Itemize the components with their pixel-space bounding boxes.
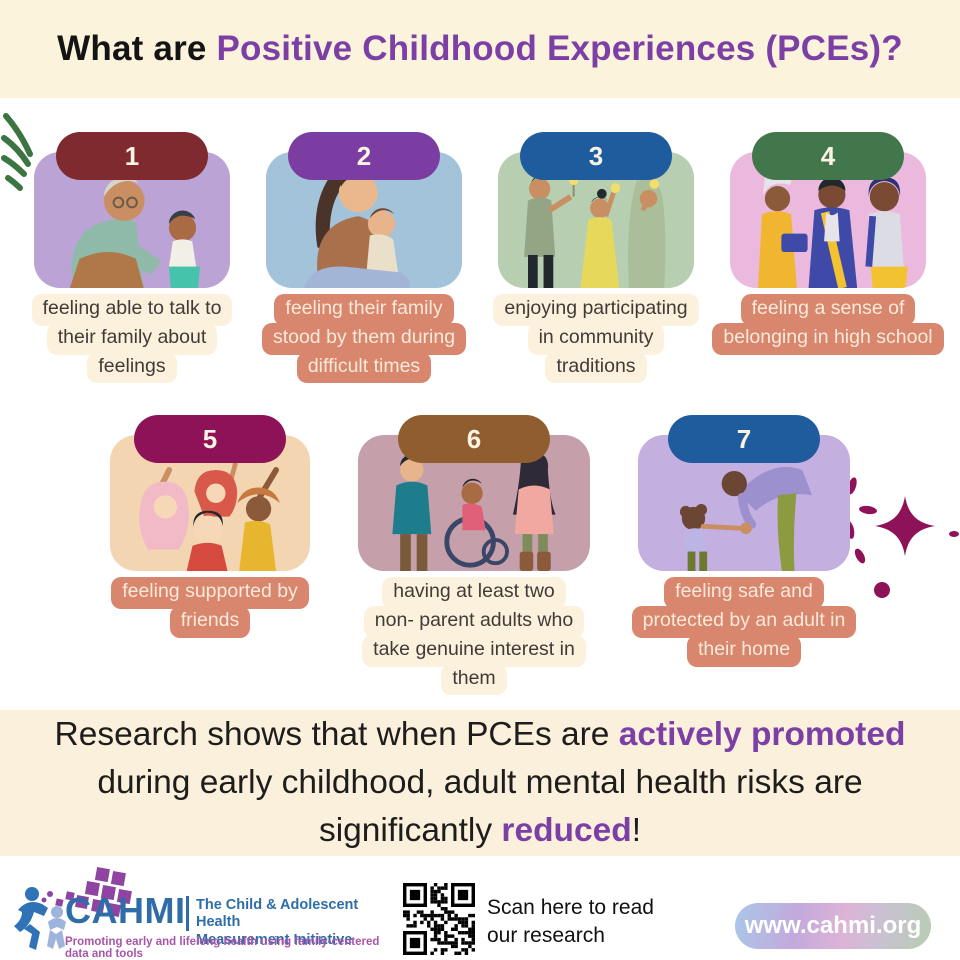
cahmi-org-name: CAHMI	[65, 890, 186, 931]
research-band: Research shows that when PCEs are active…	[0, 710, 960, 856]
cahmi-logo-mark-icon	[14, 867, 132, 950]
card-1-number-badge: 1	[56, 132, 208, 180]
caption-line: protected by an adult in	[631, 606, 857, 638]
research-statement: Research shows that when PCEs are active…	[28, 711, 933, 856]
pce-card-2: 2 feeling their family stoo	[261, 132, 467, 384]
card-3-number-badge: 3	[520, 132, 672, 180]
friends-group-illustration	[139, 462, 280, 572]
card-6-number-badge: 6	[398, 415, 550, 464]
caption-line: their home	[686, 634, 802, 667]
caption-line: feeling safe and	[664, 577, 824, 610]
caption-line: in community	[527, 322, 665, 355]
research-text: Research shows that when PCEs are	[54, 715, 619, 753]
caption-line: traditions	[545, 351, 647, 384]
card-7-caption: feeling safe and protected by an adult i…	[631, 577, 857, 667]
caption-line: take genuine interest in	[362, 634, 586, 667]
page-title-prefix: What are	[57, 29, 217, 68]
card-5-number-badge: 5	[134, 415, 286, 464]
card-2-caption: feeling their family stood by them durin…	[261, 294, 467, 384]
header-band: What are Positive Childhood Experiences …	[0, 0, 960, 98]
research-highlight-2: reduced	[501, 812, 632, 850]
cards-section: 1	[0, 98, 960, 696]
pce-card-4: 4	[712, 132, 944, 355]
caption-line: them	[441, 663, 507, 696]
caption-line: non- parent adults who	[363, 606, 585, 638]
pce-card-1: 1	[31, 132, 233, 384]
caption-line: belonging in high school	[712, 322, 944, 355]
grandfather-and-boy-illustration	[69, 176, 200, 288]
scan-instruction-line1: Scan here to read	[487, 896, 654, 919]
card-4-number-badge: 4	[752, 132, 904, 180]
org-full-line2: Measurement Initiative	[196, 931, 353, 948]
card-3-number: 3	[588, 140, 604, 171]
footer: CAHMI The Child & Adolescent Health Meas…	[0, 856, 960, 960]
pce-card-7: 7	[631, 415, 857, 667]
caption-line: friends	[169, 606, 251, 638]
caption-line: feelings	[87, 351, 177, 384]
cahmi-org-full-name: The Child & Adolescent Health Measuremen…	[196, 897, 393, 949]
cahmi-logo: CAHMI The Child & Adolescent Health Meas…	[8, 866, 393, 960]
website-pill-button[interactable]: www.cahmi.org	[735, 903, 931, 949]
cards-row-2: 5	[0, 415, 960, 696]
card-5-number: 5	[202, 423, 218, 454]
card-5-caption: feeling supported by friends	[111, 577, 309, 638]
card-4-caption: feeling a sense of belonging in high sch…	[712, 294, 944, 355]
card-2-number: 2	[356, 140, 372, 171]
card-6-caption: having at least two non- parent adults w…	[362, 577, 586, 696]
page-title: What are Positive Childhood Experiences …	[57, 29, 903, 69]
caption-line: difficult times	[296, 351, 432, 384]
leaf-strokes-icon	[1, 113, 33, 191]
caption-line: feeling their family	[274, 294, 454, 326]
research-highlight-1: actively promoted	[618, 715, 906, 753]
caption-line: their family about	[46, 322, 218, 355]
page-title-highlight: Positive Childhood Experiences (PCEs)?	[216, 29, 903, 68]
adult-reaching-toddler-illustration	[679, 467, 812, 572]
card-7-number-badge: 7	[668, 415, 820, 464]
three-teens-illustration	[758, 177, 908, 288]
caption-line: feeling able to talk to	[31, 294, 233, 326]
card-4-number: 4	[820, 140, 836, 171]
card-7-number: 7	[736, 423, 752, 454]
caption-line: having at least two	[382, 577, 566, 610]
cahmi-tagline: Promoting early and lifelong health usin…	[65, 936, 380, 960]
card-2-number-badge: 2	[288, 132, 440, 180]
pce-card-5: 5	[110, 415, 310, 638]
card-6-number: 6	[466, 423, 482, 454]
adults-and-wheelchair-illustration	[392, 452, 556, 572]
pce-card-6: 6	[358, 415, 590, 696]
pce-card-3: 3	[493, 132, 699, 384]
card-1-caption: feeling able to talk to their family abo…	[31, 294, 233, 384]
caption-line: stood by them during	[261, 322, 467, 355]
scan-instruction-line2: our research	[487, 924, 605, 948]
caption-line: feeling a sense of	[740, 294, 916, 326]
caption-line: enjoying participating	[493, 294, 699, 326]
cards-row-1: 1	[0, 132, 960, 384]
research-text: during early childhood, adult mental hea…	[97, 763, 863, 850]
scan-instruction: Scan here to read our research	[487, 894, 654, 951]
card-1-number: 1	[124, 140, 140, 171]
caption-line: feeling supported by	[111, 577, 309, 610]
logo-divider	[186, 896, 189, 931]
card-3-caption: enjoying participating in community trad…	[493, 294, 699, 384]
research-text: !	[631, 812, 642, 850]
org-full-line1: The Child & Adolescent Health	[196, 897, 359, 931]
qr-code	[403, 883, 475, 955]
